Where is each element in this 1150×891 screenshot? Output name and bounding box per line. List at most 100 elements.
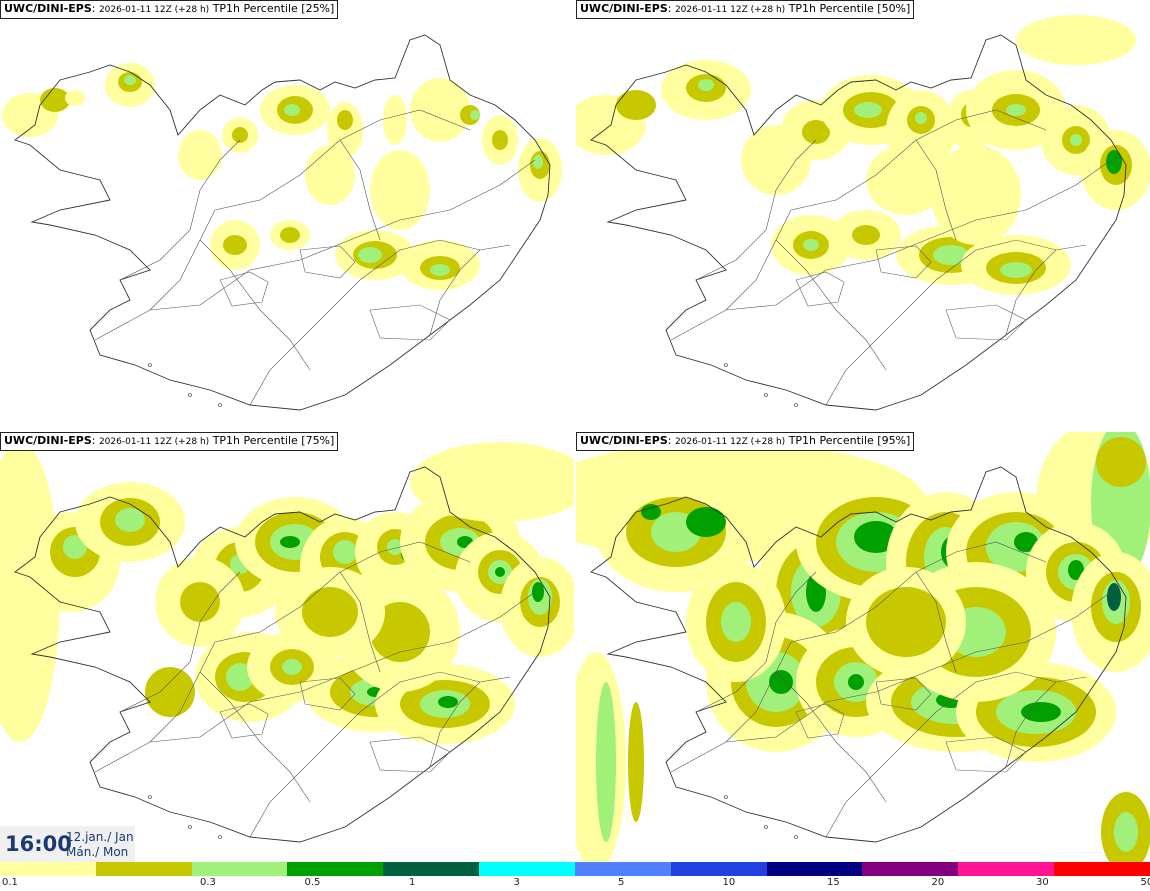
precip-contour: [124, 75, 136, 85]
colorbar-segment: [862, 862, 959, 876]
precip-contour: [866, 145, 946, 215]
precip-contour: [280, 227, 300, 243]
precip-contour: [1114, 812, 1138, 852]
precip-contour: [333, 540, 357, 564]
coastline: [590, 34, 1127, 411]
colorbar-segment: [95, 862, 192, 876]
glacier-outline: [299, 677, 356, 711]
colorbar: [0, 862, 1150, 876]
precip-contour: [0, 442, 60, 742]
road-line: [670, 159, 1112, 341]
coastline: [590, 466, 1127, 843]
glacier-outline: [299, 245, 356, 279]
precip-contour: [1014, 532, 1038, 552]
precip-contour: [383, 95, 407, 145]
precip-contour: [63, 535, 87, 559]
road-line: [199, 671, 311, 803]
glacier-outline: [219, 271, 269, 307]
colorbar-label: 5: [618, 877, 625, 888]
coastline: [14, 466, 551, 843]
colorbar-label: 3: [513, 877, 520, 888]
road-line: [725, 109, 1047, 311]
valid-date: 12.jan./ Jan: [66, 830, 134, 844]
precip-contour: [145, 667, 195, 717]
precip-contour: [284, 104, 300, 116]
road-line: [429, 681, 481, 768]
colorbar-segment: [479, 862, 575, 876]
glacier-outline: [945, 736, 1027, 773]
colorbar-segment: [1054, 862, 1150, 876]
island: [764, 393, 768, 397]
road-line: [670, 591, 1112, 773]
island: [188, 825, 192, 829]
colorbar-segment: [287, 862, 384, 876]
precip-contour: [848, 674, 864, 690]
island: [764, 825, 768, 829]
precip-contour: [866, 587, 946, 657]
precip-contour: [854, 102, 882, 118]
precip-contour: [370, 602, 430, 662]
panel-title: UWC/DINI-EPS: 2026-01-11 12Z (+28 h) TP1…: [576, 0, 915, 19]
precip-contour: [337, 110, 353, 130]
road-line: [1005, 681, 1057, 768]
coastline: [14, 34, 551, 411]
precip-contour: [802, 120, 830, 144]
colorbar-label: 15: [827, 877, 840, 888]
precip-contour: [852, 225, 880, 245]
precipitation-field: [2, 63, 562, 290]
precip-contour: [854, 521, 898, 553]
road-line: [775, 671, 887, 803]
precip-contour: [305, 145, 355, 205]
glacier-outline: [945, 304, 1027, 341]
precip-contour: [533, 155, 543, 169]
island: [724, 795, 728, 799]
precip-contour: [596, 682, 616, 842]
colorbar-segment: [0, 862, 96, 876]
precip-contour: [470, 110, 480, 120]
road-line: [1005, 249, 1057, 336]
colorbar-label: 20: [931, 877, 945, 888]
precip-contour: [387, 539, 403, 555]
glacier-outline: [369, 304, 451, 341]
map-panel-p50: UWC/DINI-EPS: 2026-01-11 12Z (+28 h) TP1…: [576, 0, 1150, 430]
island: [148, 363, 152, 367]
precip-contour: [40, 88, 70, 112]
precip-contour: [931, 145, 1021, 245]
precip-contour: [641, 504, 661, 520]
island: [724, 363, 728, 367]
precip-contour: [532, 582, 544, 602]
precipitation-field: [0, 442, 574, 744]
precip-contour: [1000, 262, 1032, 278]
island: [218, 835, 222, 839]
road-line: [915, 571, 957, 673]
glacier-outline: [875, 245, 932, 279]
precip-contour: [698, 79, 714, 91]
iceland-map-icon: [576, 15, 1150, 411]
precip-contour: [280, 536, 300, 548]
island: [148, 795, 152, 799]
road-line: [915, 139, 957, 241]
precip-contour: [178, 130, 222, 180]
colorbar-segment: [670, 862, 767, 876]
precip-contour: [302, 587, 358, 637]
precip-contour: [282, 659, 302, 675]
iceland-map-icon: [2, 34, 562, 411]
map-panel-p95: UWC/DINI-EPS: 2026-01-11 12Z (+28 h) TP1…: [576, 432, 1150, 862]
valid-day: Mán./ Mon: [66, 845, 129, 859]
precip-contour: [358, 247, 382, 263]
island: [218, 403, 222, 407]
precip-contour: [180, 582, 220, 622]
colorbar-segment: [574, 862, 671, 876]
glacier-outline: [875, 677, 932, 711]
iceland-map-icon: [0, 442, 574, 843]
precip-contour: [115, 508, 145, 532]
precip-contour: [410, 78, 470, 142]
valid-time: 16:00: [5, 832, 72, 856]
colorbar-segment: [958, 862, 1055, 876]
valid-time-box: 16:00 12.jan./ Jan Mán./ Mon: [0, 826, 135, 862]
map-panel-p25: UWC/DINI-EPS: 2026-01-11 12Z (+28 h) TP1…: [0, 0, 574, 430]
colorbar-label: 0.3: [200, 877, 216, 888]
iceland-map-icon: [576, 432, 1150, 862]
precip-contour: [915, 112, 927, 124]
precip-contour: [686, 507, 726, 537]
